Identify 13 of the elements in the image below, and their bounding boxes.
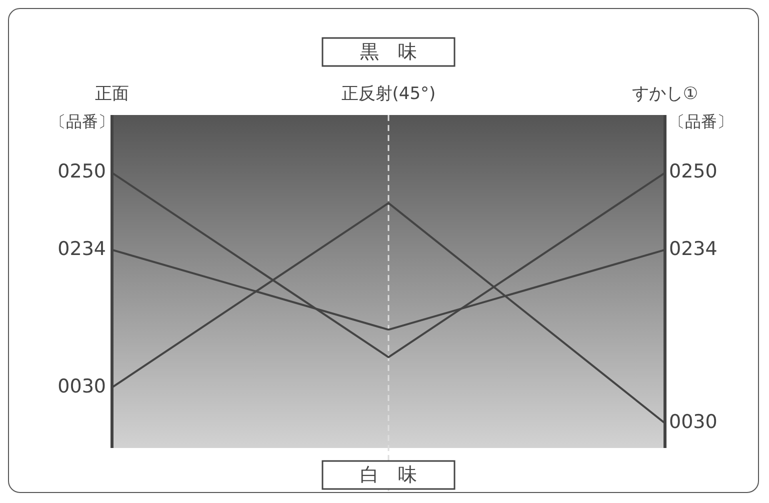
x-tick-label: 正面	[94, 84, 128, 104]
chart-title: 黒 味	[360, 40, 416, 62]
text: 0250	[57, 160, 106, 182]
x-tick-label: 正反射(45°)	[340, 84, 436, 104]
text: 0030	[57, 374, 106, 397]
text: 〔品番〕	[668, 112, 732, 130]
text: 0234	[57, 237, 106, 260]
x-axis-title: 白 味	[360, 463, 416, 486]
x-tick-label: すかし①	[631, 84, 698, 104]
series-label: 0234	[668, 237, 717, 260]
series-label: 0030	[668, 410, 717, 433]
text: 〔品番〕	[50, 112, 114, 130]
series-label: 0250	[668, 160, 717, 182]
